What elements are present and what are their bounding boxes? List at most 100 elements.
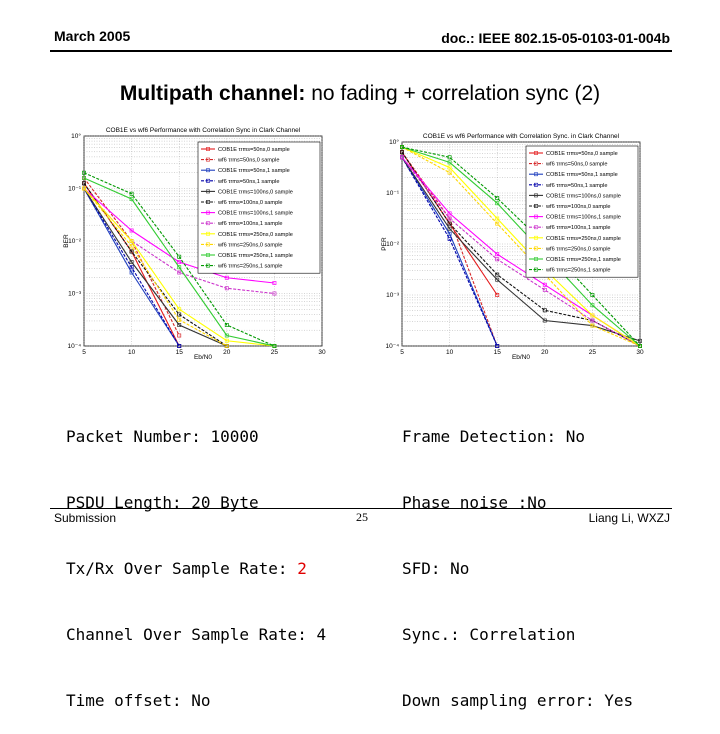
y-tick-label: 10⁻¹ (68, 186, 82, 193)
data-point (495, 201, 500, 206)
legend-marker (206, 189, 210, 194)
data-point (82, 181, 86, 186)
data-point (224, 323, 229, 327)
y-tick-label: 10° (71, 132, 81, 140)
chart-title: COB1E vs wf6 Performance with Correlatio… (106, 127, 301, 134)
param-psdu-length: PSDU Length: 20 Byte (66, 493, 259, 512)
param-down-sampling: Down sampling error: Yes (402, 691, 634, 710)
data-point (129, 260, 134, 264)
series-line (83, 188, 228, 347)
legend-marker (534, 267, 538, 272)
legend-marker (206, 242, 210, 247)
legend-marker (206, 147, 210, 151)
y-tick-label: 10⁻³ (386, 292, 400, 299)
data-point (495, 272, 500, 277)
legend-entry: wf6 τrms=250ns,1 sample (217, 264, 283, 270)
param-tx-rx-oversample-label: Tx/Rx Over Sample Rate: (66, 559, 298, 578)
series-line (83, 177, 275, 347)
x-tick-label: 30 (318, 349, 326, 356)
data-point (447, 160, 452, 165)
x-tick-label: 15 (494, 349, 502, 356)
per-chart-svg: COB1E vs wf6 Performance with Correlatio… (381, 133, 644, 361)
data-point (272, 291, 277, 296)
param-time-offset: Time offset: No (66, 691, 211, 710)
legend-entry: COB1E τrms=250ns,0 sample (546, 236, 621, 242)
data-point (447, 165, 452, 170)
series-line (401, 146, 641, 347)
legend-marker (206, 168, 210, 173)
data-point (542, 282, 547, 287)
data-point (447, 231, 452, 236)
x-tick-label: 30 (636, 349, 644, 356)
legend-entry: wf6 τrms=250ns,0 sample (217, 242, 283, 248)
x-tick-label: 10 (128, 349, 136, 356)
legend-entry: wf6 τrms=100ns,1 sample (545, 225, 611, 231)
y-tick-label: 10° (389, 138, 399, 146)
series-line (83, 188, 180, 347)
chart-title: COB1E vs wf6 Performance with Correlatio… (423, 133, 620, 140)
data-point (82, 170, 86, 175)
footer-divider (50, 508, 672, 509)
x-tick-label: 20 (223, 349, 231, 356)
y-tick-label: 10⁻² (68, 238, 82, 245)
series-line (401, 157, 498, 347)
y-axis-label: PER (381, 237, 388, 251)
param-packet-number: Packet Number: 10000 (66, 427, 259, 446)
x-tick-label: 25 (271, 349, 279, 356)
ber-chart: COB1E vs wf6 Performance with Correlatio… (58, 122, 330, 360)
data-point (129, 191, 134, 196)
slide-title-rest: no fading + correlation sync (2) (305, 82, 601, 105)
x-axis-label: Eb/N0 (512, 354, 530, 361)
series-line (401, 156, 641, 342)
footer-submission: Submission (54, 511, 117, 525)
footer-author: Liang Li, WXZJ (588, 511, 670, 525)
header-doc-id: doc.: IEEE 802.15-05-0103-01-004b (441, 30, 670, 46)
series-line (83, 188, 228, 347)
legend-marker (534, 225, 538, 230)
x-axis-label: Eb/N0 (194, 354, 212, 360)
data-point (542, 287, 547, 292)
y-tick-label: 10⁻² (386, 241, 400, 248)
legend-entry: COB1E τrms=250ns,0 sample (218, 232, 293, 238)
data-point (495, 216, 500, 221)
legend-entry: COB1E τrms=100ns,0 sample (546, 193, 621, 199)
param-sync: Sync.: Correlation (402, 625, 576, 644)
legend-marker (534, 172, 538, 177)
legend-marker (534, 204, 538, 208)
legend-marker (206, 210, 210, 215)
data-point (129, 270, 134, 275)
data-point (129, 249, 134, 254)
legend-entry: wf6 τrms=250ns,1 sample (545, 268, 611, 274)
per-chart: COB1E vs wf6 Performance with Correlatio… (360, 122, 648, 362)
y-tick-label: 10⁻¹ (386, 190, 400, 197)
data-point (495, 257, 500, 262)
legend-marker (206, 263, 210, 268)
data-point (447, 170, 452, 175)
data-point (495, 293, 500, 297)
legend-marker (534, 257, 538, 261)
data-point (224, 333, 229, 338)
y-tick-label: 10⁻⁴ (386, 343, 400, 350)
data-point (590, 293, 595, 297)
legend-entry: wf6 τrms=50ns,1 sample (217, 179, 279, 185)
simulation-params-right: Frame Detection: No Phase noise :No SFD:… (402, 382, 633, 734)
data-point (129, 197, 134, 201)
data-point (177, 260, 182, 264)
data-point (447, 221, 452, 226)
legend-entry: wf6 τrms=100ns,0 sample (217, 200, 283, 206)
legend-entry: COB1E τrms=250ns,1 sample (218, 253, 293, 259)
data-point (447, 226, 452, 231)
data-point (590, 303, 595, 308)
data-point (590, 313, 595, 318)
x-tick-label: 20 (541, 349, 549, 356)
data-point (129, 228, 134, 233)
data-point (272, 281, 277, 285)
series-line (401, 157, 498, 347)
legend-entry: COB1E τrms=100ns,1 sample (546, 215, 621, 221)
x-tick-label: 10 (446, 349, 454, 356)
legend-marker (206, 221, 210, 226)
legend-entry: wf6 τrms=50ns,0 sample (217, 158, 279, 164)
data-point (400, 150, 404, 155)
data-point (495, 221, 500, 226)
data-point (495, 277, 500, 282)
